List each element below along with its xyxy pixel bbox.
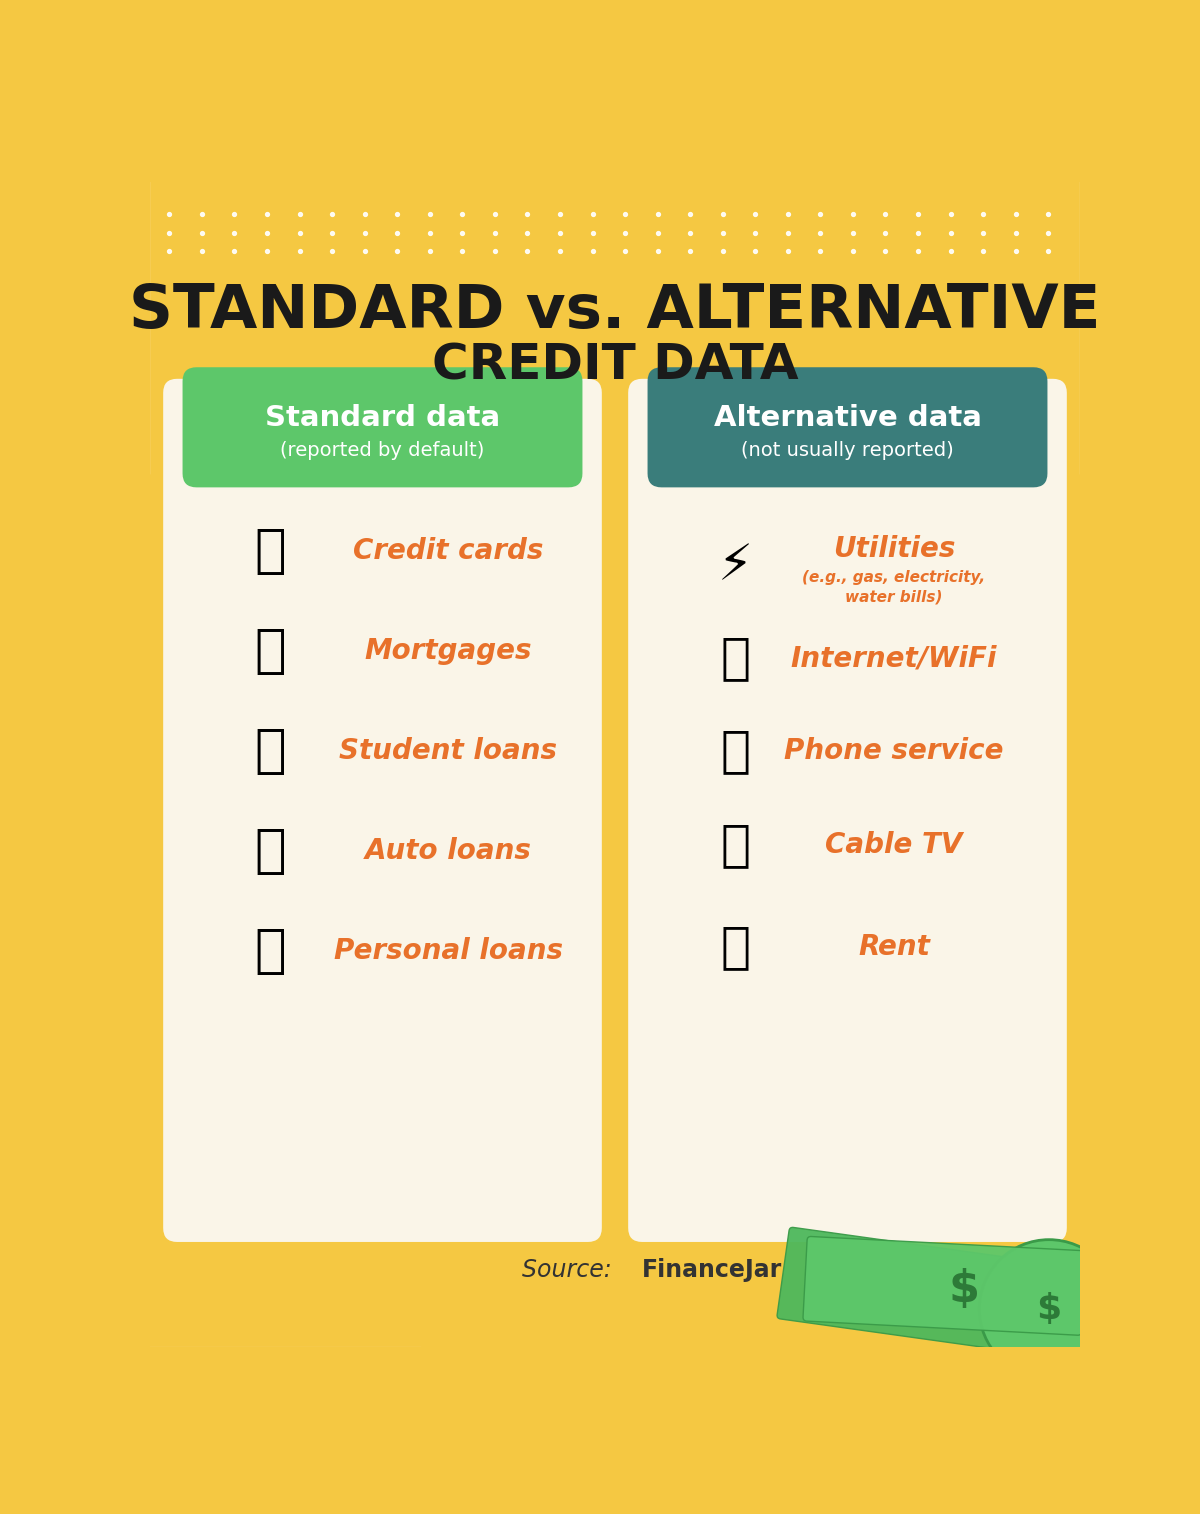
Text: Cable TV: Cable TV: [826, 831, 962, 860]
Text: Internet/WiFi: Internet/WiFi: [791, 645, 997, 672]
Text: (not usually reported): (not usually reported): [742, 441, 954, 460]
Text: 🏠: 🏠: [720, 924, 750, 970]
FancyBboxPatch shape: [628, 378, 1067, 1241]
Text: STANDARD vs. ALTERNATIVE: STANDARD vs. ALTERNATIVE: [130, 282, 1100, 341]
Text: Alternative data: Alternative data: [714, 404, 982, 431]
Text: 🔑: 🔑: [254, 625, 286, 677]
Text: Student loans: Student loans: [340, 737, 557, 765]
Text: 💰: 💰: [254, 925, 286, 977]
Text: Utilities: Utilities: [833, 534, 955, 563]
Text: Phone service: Phone service: [785, 737, 1003, 765]
Text: 💳: 💳: [254, 524, 286, 577]
Text: Credit cards: Credit cards: [353, 536, 544, 565]
FancyBboxPatch shape: [803, 1237, 1086, 1335]
Text: ⚡: ⚡: [718, 542, 752, 590]
Text: $: $: [948, 1269, 979, 1311]
Text: 🚗: 🚗: [254, 825, 286, 877]
FancyBboxPatch shape: [182, 368, 582, 488]
Text: Standard data: Standard data: [265, 404, 500, 431]
Text: (e.g., gas, electricity,
water bills): (e.g., gas, electricity, water bills): [803, 571, 985, 604]
Polygon shape: [0, 0, 150, 474]
Text: 📺: 📺: [720, 822, 750, 869]
Text: Mortgages: Mortgages: [365, 636, 532, 665]
Text: 📶: 📶: [720, 634, 750, 683]
Text: CREDIT DATA: CREDIT DATA: [432, 342, 798, 389]
FancyBboxPatch shape: [778, 1228, 1088, 1360]
Polygon shape: [1080, 0, 1200, 474]
Circle shape: [979, 1240, 1118, 1378]
Text: (reported by default): (reported by default): [281, 441, 485, 460]
Text: $: $: [1037, 1291, 1062, 1326]
FancyBboxPatch shape: [648, 368, 1048, 488]
Text: 📱: 📱: [720, 727, 750, 775]
Polygon shape: [0, 1347, 421, 1514]
Text: Source:: Source:: [522, 1258, 619, 1282]
Text: Rent: Rent: [858, 933, 930, 961]
Text: FinanceJar: FinanceJar: [642, 1258, 782, 1282]
Text: 🎓: 🎓: [254, 725, 286, 777]
FancyBboxPatch shape: [163, 378, 602, 1241]
Text: Personal loans: Personal loans: [334, 937, 563, 964]
Text: Auto loans: Auto loans: [365, 837, 532, 864]
